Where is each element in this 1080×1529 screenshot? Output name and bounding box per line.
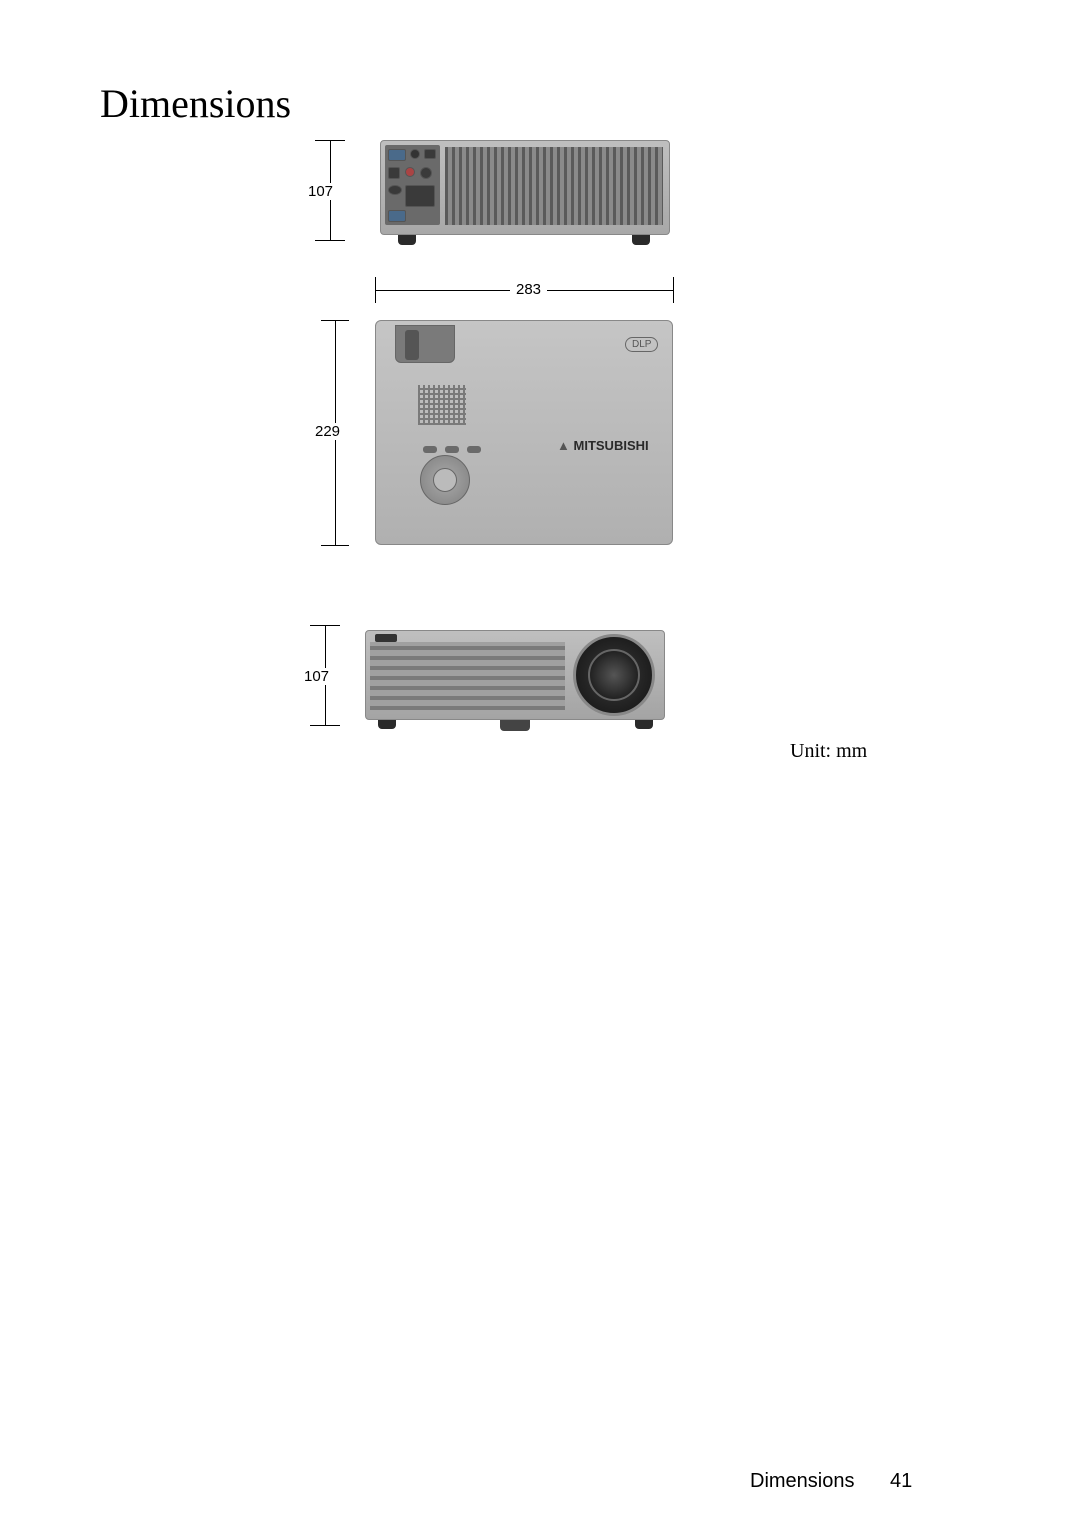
unit-label: Unit: mm (790, 740, 867, 763)
dim-tick (315, 140, 345, 141)
footer-page-number: 41 (890, 1470, 912, 1493)
projector-lens-inner (588, 649, 640, 701)
dim-tick (315, 240, 345, 241)
dim-tick (321, 320, 349, 321)
vga-port-icon (388, 210, 406, 222)
vent-grille (445, 147, 663, 225)
dim-tick (310, 625, 340, 626)
top-view-diagram: 283 229 DLP ▲ MITSUBISHI (305, 275, 705, 565)
control-buttons (423, 440, 485, 458)
port-icon (388, 185, 402, 195)
lens-housing (395, 325, 455, 363)
dim-tick (321, 545, 349, 546)
front-view-diagram: 107 (300, 620, 700, 740)
port-icon (388, 167, 400, 179)
dim-label-top-depth: 229 (313, 423, 342, 440)
projector-foot (632, 235, 650, 245)
page-title: Dimensions (100, 80, 291, 127)
dim-label-rear-height: 107 (306, 183, 335, 200)
rear-view-diagram: 107 (310, 135, 690, 255)
dim-label-top-width: 283 (510, 281, 547, 298)
footer-section-label: Dimensions (750, 1470, 854, 1493)
control-button (467, 446, 481, 453)
vga-port-icon (388, 149, 406, 161)
port-icon (420, 167, 432, 179)
control-button (445, 446, 459, 453)
mitsubishi-logo: ▲ MITSUBISHI (557, 438, 649, 453)
mitsubishi-label: MITSUBISHI (574, 438, 649, 453)
projector-foot (398, 235, 416, 245)
port-icon (424, 149, 436, 159)
port-icon (405, 167, 415, 177)
speaker-grille (418, 385, 466, 425)
dlp-badge: DLP (625, 337, 658, 352)
nav-dial-inner (433, 468, 457, 492)
zoom-ring-icon (405, 330, 419, 360)
dim-tick (310, 725, 340, 726)
dim-label-front-height: 107 (302, 668, 331, 685)
ir-sensor (375, 634, 397, 642)
front-grille (370, 642, 565, 710)
mitsubishi-logo-icon: ▲ (557, 438, 570, 453)
projector-foot (635, 720, 653, 729)
control-button (423, 446, 437, 453)
dim-tick (375, 277, 376, 303)
projector-foot-front (500, 720, 530, 731)
dim-tick (673, 277, 674, 303)
power-port-icon (405, 185, 435, 207)
port-icon (410, 149, 420, 159)
projector-foot (378, 720, 396, 729)
